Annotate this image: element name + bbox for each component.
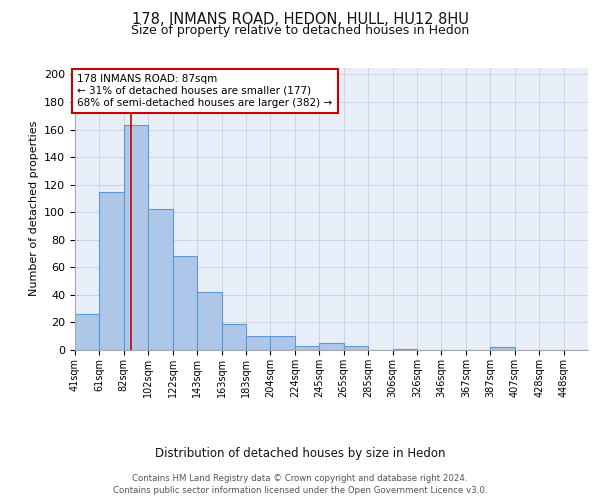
Bar bbox=[197, 292, 221, 350]
Text: 178, INMANS ROAD, HEDON, HULL, HU12 8HU: 178, INMANS ROAD, HEDON, HULL, HU12 8HU bbox=[131, 12, 469, 28]
Text: Distribution of detached houses by size in Hedon: Distribution of detached houses by size … bbox=[155, 448, 445, 460]
Bar bbox=[271, 336, 295, 350]
Bar bbox=[148, 210, 173, 350]
Bar bbox=[392, 348, 417, 350]
Text: Contains public sector information licensed under the Open Government Licence v3: Contains public sector information licen… bbox=[113, 486, 487, 495]
Bar bbox=[319, 343, 344, 350]
Text: 178 INMANS ROAD: 87sqm
← 31% of detached houses are smaller (177)
68% of semi-de: 178 INMANS ROAD: 87sqm ← 31% of detached… bbox=[77, 74, 332, 108]
Bar bbox=[100, 192, 124, 350]
Bar bbox=[490, 347, 515, 350]
Bar bbox=[344, 346, 368, 350]
Y-axis label: Number of detached properties: Number of detached properties bbox=[29, 121, 38, 296]
Bar bbox=[295, 346, 319, 350]
Bar bbox=[246, 336, 271, 350]
Bar bbox=[75, 314, 100, 350]
Text: Size of property relative to detached houses in Hedon: Size of property relative to detached ho… bbox=[131, 24, 469, 37]
Bar bbox=[173, 256, 197, 350]
Bar bbox=[124, 126, 148, 350]
Bar bbox=[221, 324, 246, 350]
Text: Contains HM Land Registry data © Crown copyright and database right 2024.: Contains HM Land Registry data © Crown c… bbox=[132, 474, 468, 483]
